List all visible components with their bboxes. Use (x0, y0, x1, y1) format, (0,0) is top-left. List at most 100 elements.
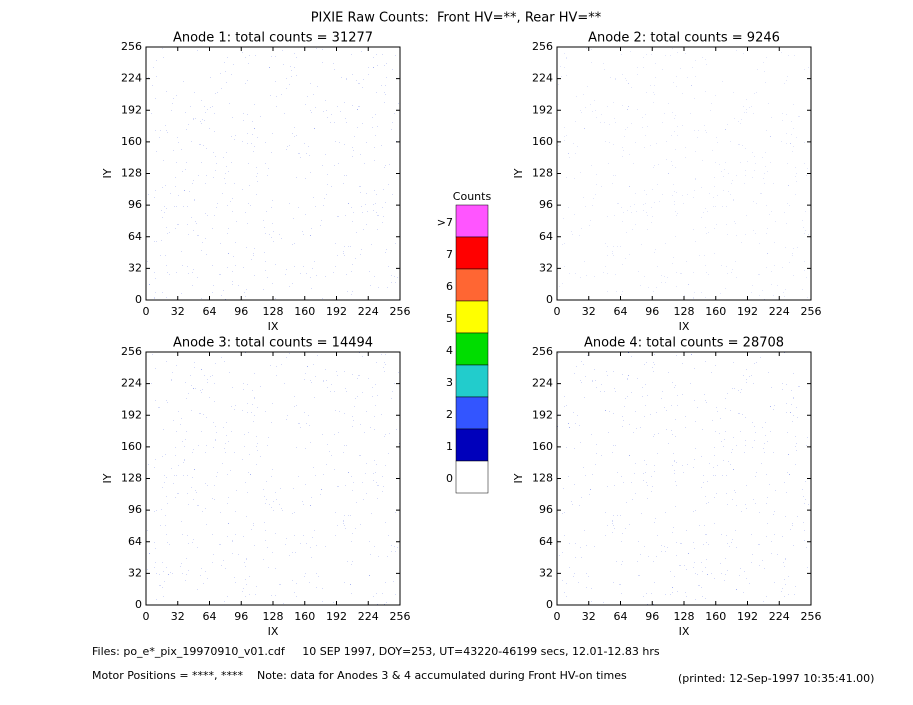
y-tick-label: 0 (135, 598, 142, 611)
x-tick-label: 192 (326, 610, 347, 623)
y-tick-label: 64 (128, 535, 142, 548)
x-tick-label: 96 (645, 610, 659, 623)
chart-title: PIXIE Raw Counts: Front HV=**, Rear HV=*… (311, 11, 602, 26)
panel-title: Anode 1: total counts = 31277 (173, 31, 373, 46)
colorbar-swatch (455, 364, 489, 398)
x-axis-label: IX (268, 320, 279, 333)
x-tick-label: 256 (801, 305, 822, 318)
colorbar-label: 5 (446, 312, 453, 325)
y-tick-label: 256 (532, 345, 553, 358)
colorbar-label: 6 (446, 280, 453, 293)
colorbar-swatch (455, 332, 489, 366)
y-tick-label: 224 (532, 72, 553, 85)
x-tick-label: 224 (358, 610, 379, 623)
colorbar-swatch (455, 300, 489, 334)
y-tick-label: 256 (121, 345, 142, 358)
x-tick-label: 128 (674, 305, 695, 318)
y-tick-label: 224 (121, 72, 142, 85)
footer-motor: Motor Positions = ****, **** Note: data … (92, 669, 627, 682)
y-tick-label: 128 (121, 167, 142, 180)
x-tick-label: 160 (294, 610, 315, 623)
x-tick-label: 96 (234, 305, 248, 318)
colorbar-swatch (455, 236, 489, 270)
colorbar-title: Counts (453, 190, 492, 203)
x-tick-label: 96 (234, 610, 248, 623)
x-tick-label: 224 (769, 305, 790, 318)
x-axis-label: IX (679, 625, 690, 638)
y-tick-label: 64 (128, 230, 142, 243)
y-tick-label: 224 (532, 377, 553, 390)
footer-printed: (printed: 12-Sep-1997 10:35:41.00) (678, 672, 874, 685)
y-tick-label: 32 (539, 566, 553, 579)
y-tick-label: 64 (539, 535, 553, 548)
y-axis-label: IY (512, 473, 525, 483)
x-tick-label: 128 (263, 305, 284, 318)
colorbar-swatch (455, 268, 489, 302)
x-tick-label: 192 (737, 610, 758, 623)
x-tick-label: 192 (326, 305, 347, 318)
y-tick-label: 160 (121, 440, 142, 453)
x-tick-label: 128 (674, 610, 695, 623)
y-tick-label: 224 (121, 377, 142, 390)
counts-texture (146, 352, 400, 605)
x-axis-label: IX (679, 320, 690, 333)
y-tick-label: 32 (128, 261, 142, 274)
y-tick-label: 96 (128, 503, 142, 516)
x-tick-label: 224 (358, 305, 379, 318)
x-tick-label: 32 (171, 610, 185, 623)
y-tick-label: 32 (128, 566, 142, 579)
colorbar-swatch (455, 396, 489, 430)
x-tick-label: 256 (390, 610, 411, 623)
x-tick-label: 192 (737, 305, 758, 318)
y-tick-label: 96 (539, 198, 553, 211)
y-tick-label: 128 (121, 472, 142, 485)
y-tick-label: 256 (121, 40, 142, 53)
y-tick-label: 256 (532, 40, 553, 53)
counts-texture (557, 47, 811, 300)
y-tick-label: 128 (532, 167, 553, 180)
x-tick-label: 160 (294, 305, 315, 318)
x-tick-label: 64 (614, 305, 628, 318)
x-tick-label: 160 (705, 610, 726, 623)
colorbar-label: >7 (437, 216, 453, 229)
y-tick-label: 160 (532, 135, 553, 148)
colorbar-label: 4 (446, 344, 453, 357)
y-tick-label: 64 (539, 230, 553, 243)
y-tick-label: 96 (128, 198, 142, 211)
x-tick-label: 64 (614, 610, 628, 623)
x-tick-label: 256 (801, 610, 822, 623)
y-tick-label: 96 (539, 503, 553, 516)
y-tick-label: 128 (532, 472, 553, 485)
x-tick-label: 96 (645, 305, 659, 318)
x-tick-label: 0 (143, 305, 150, 318)
footer-files: Files: po_e*_pix_19970910_v01.cdf 10 SEP… (92, 645, 660, 658)
x-tick-label: 32 (171, 305, 185, 318)
y-axis-label: IY (101, 473, 114, 483)
y-tick-label: 0 (135, 293, 142, 306)
x-tick-label: 32 (582, 610, 596, 623)
colorbar-label: 0 (446, 472, 453, 485)
y-tick-label: 160 (121, 135, 142, 148)
y-tick-label: 192 (121, 408, 142, 421)
x-tick-label: 32 (582, 305, 596, 318)
x-tick-label: 0 (554, 305, 561, 318)
colorbar-label: 2 (446, 408, 453, 421)
y-tick-label: 192 (121, 103, 142, 116)
colorbar-swatch (455, 460, 489, 494)
y-tick-label: 32 (539, 261, 553, 274)
y-tick-label: 192 (532, 408, 553, 421)
y-tick-label: 160 (532, 440, 553, 453)
y-axis-label: IY (101, 168, 114, 178)
x-tick-label: 0 (554, 610, 561, 623)
panel-title: Anode 2: total counts = 9246 (588, 31, 780, 46)
x-tick-label: 0 (143, 610, 150, 623)
x-tick-label: 64 (203, 610, 217, 623)
x-tick-label: 224 (769, 610, 790, 623)
x-tick-label: 256 (390, 305, 411, 318)
counts-texture (146, 47, 400, 300)
y-tick-label: 192 (532, 103, 553, 116)
colorbar-swatch (455, 204, 489, 238)
panel-title: Anode 3: total counts = 14494 (173, 336, 373, 351)
x-tick-label: 160 (705, 305, 726, 318)
x-tick-label: 64 (203, 305, 217, 318)
